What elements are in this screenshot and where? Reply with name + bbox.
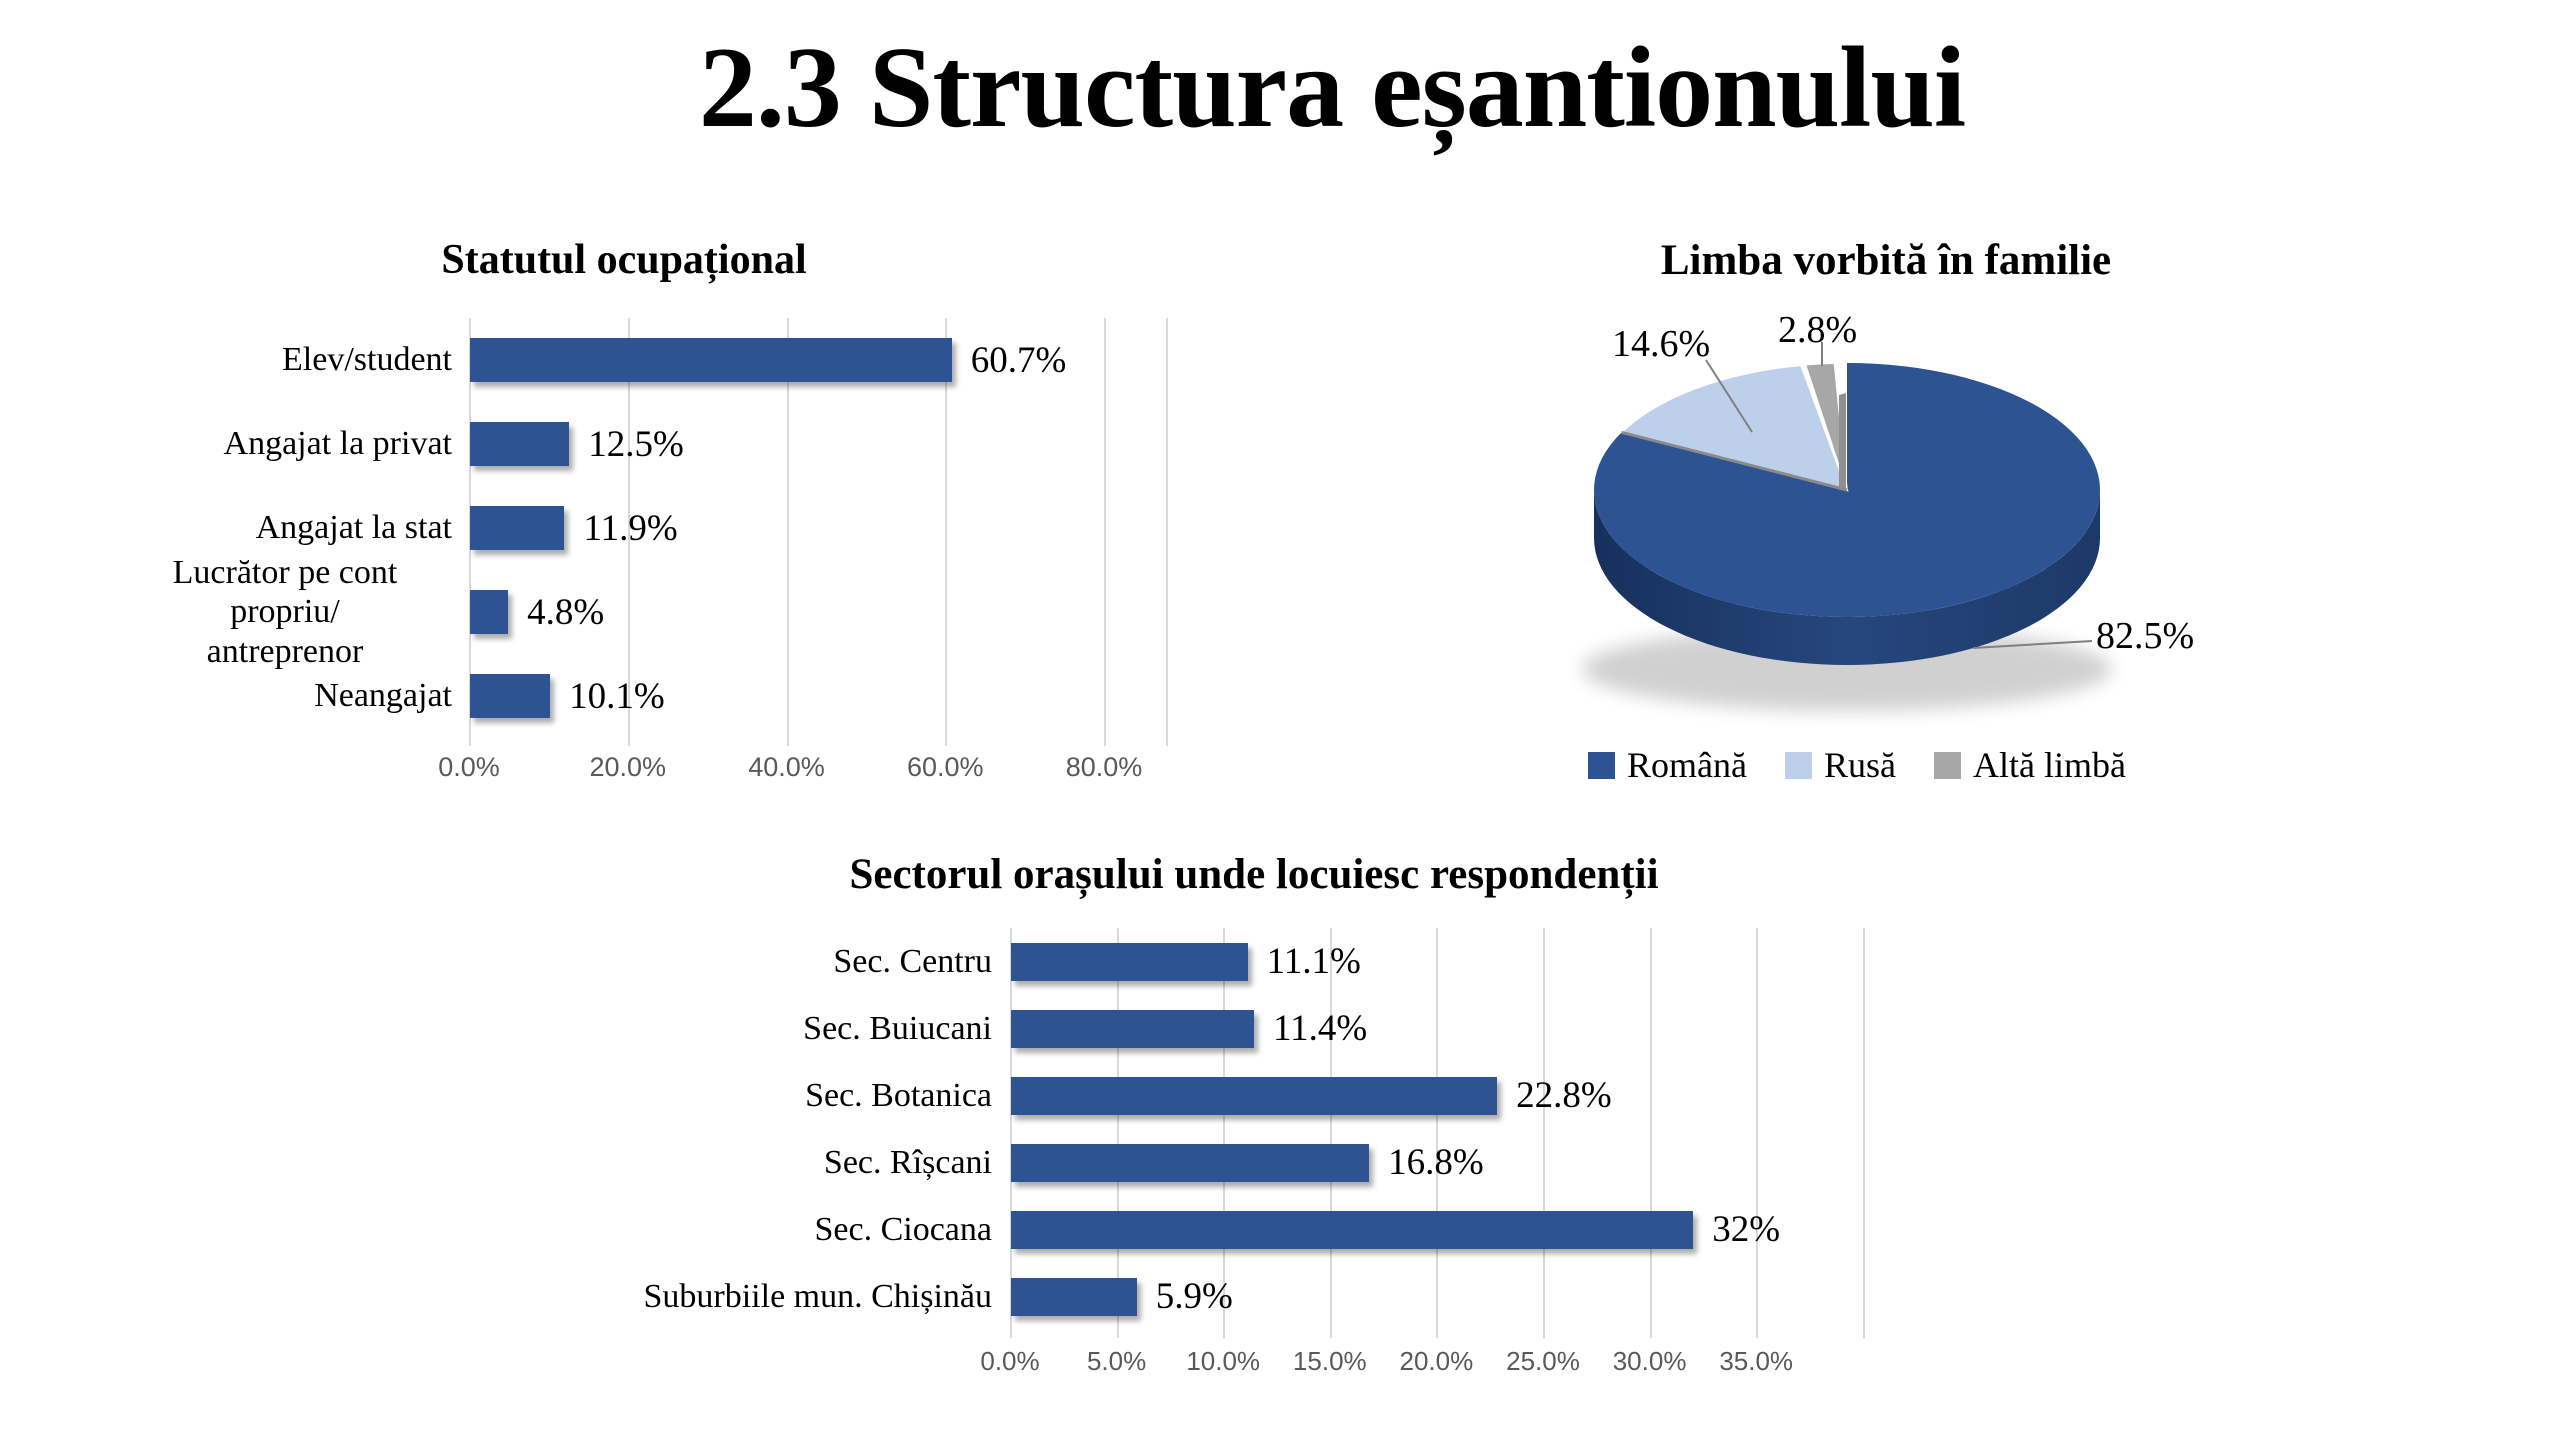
bar xyxy=(1011,1210,1694,1249)
pie-slice-rusa xyxy=(1619,364,1849,492)
bar xyxy=(470,338,952,382)
bar xyxy=(1011,1143,1370,1182)
value-label: 22.8% xyxy=(1516,1075,1612,1116)
legend-item: Română xyxy=(1588,744,1747,786)
x-tick-label: 30.0% xyxy=(1612,1346,1687,1376)
gridline xyxy=(1862,928,1865,1338)
category-label-text: Sec. Buiucani xyxy=(803,1009,992,1047)
category-label-text: Sec. Ciocana xyxy=(814,1210,993,1248)
category-label-text: Elev/student xyxy=(282,341,452,379)
language-pie-chart xyxy=(1582,342,2112,711)
category-label: Angajat la privat xyxy=(118,402,452,486)
gridline xyxy=(1223,928,1226,1338)
gridline xyxy=(1010,928,1012,1338)
legend-item: Altă limbă xyxy=(1934,744,2126,786)
value-label: 5.9% xyxy=(1155,1276,1233,1317)
pie-side-romana xyxy=(1594,490,2100,665)
gridline xyxy=(1104,318,1106,746)
bar xyxy=(470,506,565,550)
occupational-chart-title: Statutul ocupațional xyxy=(441,237,807,283)
category-label-text: Sec. Botanica xyxy=(805,1076,992,1114)
category-label: Sec. Botanica xyxy=(380,1062,992,1129)
category-label-text: Neangajat xyxy=(314,677,452,715)
gridline xyxy=(627,318,630,746)
gridline xyxy=(1649,928,1652,1338)
category-label: Neangajat xyxy=(118,654,452,738)
value-label: 32% xyxy=(1712,1209,1781,1250)
value-label: 60.7% xyxy=(970,339,1067,381)
category-label-text: Lucrător pe cont propriu/ antreprenor xyxy=(172,554,398,670)
gridline xyxy=(1329,928,1332,1338)
pie-legend: Română Rusă Altă limbă xyxy=(1547,744,2167,786)
bar xyxy=(1011,942,1248,981)
x-tick-label: 0.0% xyxy=(980,1346,1040,1376)
gridline xyxy=(1436,928,1439,1338)
value-label: 11.1% xyxy=(1266,941,1361,982)
legend-swatch-icon xyxy=(1588,751,1616,779)
x-tick-label: 20.0% xyxy=(589,752,667,782)
category-label: Sec. Buiucani xyxy=(380,995,992,1062)
category-label: Lucrător pe cont propriu/ antreprenor xyxy=(118,554,452,669)
x-tick-label: 35.0% xyxy=(1719,1346,1794,1376)
x-tick-label: 0.0% xyxy=(438,752,500,782)
pie-gap-wall xyxy=(1839,393,1846,490)
legend-swatch-icon xyxy=(1934,751,1961,779)
bar xyxy=(1011,1277,1137,1316)
legend-label: Română xyxy=(1627,745,1747,785)
category-label-text: Suburbiile mun. Chișinău xyxy=(643,1277,993,1315)
x-tick-label: 10.0% xyxy=(1186,1346,1261,1376)
pie-slice-divider xyxy=(1621,430,1848,492)
category-label-text: Angajat la privat xyxy=(223,425,452,463)
language-pie-title: Limba vorbită în familie xyxy=(1660,237,2112,284)
leader-line-romana xyxy=(1972,640,2093,649)
category-label: Elev/student xyxy=(118,318,452,402)
x-tick-label: 15.0% xyxy=(1292,1346,1367,1376)
bar xyxy=(470,590,509,634)
leader-line-rusa xyxy=(1705,359,1753,433)
bar xyxy=(470,422,570,466)
gridline xyxy=(1756,928,1759,1338)
x-tick-label: 5.0% xyxy=(1086,1346,1147,1376)
gridline xyxy=(1116,928,1119,1338)
x-tick-label: 40.0% xyxy=(748,752,825,782)
value-label: 16.8% xyxy=(1388,1142,1484,1183)
pie-value-label: 14.6% xyxy=(1612,323,1711,365)
value-label: 11.9% xyxy=(583,507,678,549)
x-tick-label: 20.0% xyxy=(1399,1346,1474,1376)
pie-value-label: 82.5% xyxy=(2096,615,2195,657)
pie-slice-alta-limba xyxy=(1804,362,1848,491)
category-label-text: Sec. Centru xyxy=(833,942,992,980)
x-tick-label: 60.0% xyxy=(906,752,984,782)
category-label: Sec. Centru xyxy=(380,928,992,995)
category-label: Angajat la stat xyxy=(118,486,452,570)
legend-item: Rusă xyxy=(1785,744,1896,786)
bar xyxy=(1011,1009,1255,1048)
page-title: 2.3 Structura eșantionului xyxy=(698,24,1966,152)
category-label: Sec. Rîșcani xyxy=(380,1129,992,1196)
category-label-text: Sec. Rîșcani xyxy=(823,1143,992,1181)
category-label: Suburbiile mun. Chișinău xyxy=(380,1263,993,1330)
bar xyxy=(1011,1076,1498,1115)
value-label: 10.1% xyxy=(569,675,665,717)
pie-value-label: 2.8% xyxy=(1778,309,1858,351)
x-tick-label: 80.0% xyxy=(1065,752,1143,782)
gridline xyxy=(945,318,948,746)
category-label: Sec. Ciocana xyxy=(380,1196,993,1263)
value-label: 4.8% xyxy=(527,591,605,633)
sector-chart-title: Sectorul orașului unde locuiesc responde… xyxy=(849,851,1659,898)
bar xyxy=(470,674,551,718)
plot-border-right xyxy=(1166,318,1168,746)
gridline xyxy=(786,318,789,746)
value-label: 12.5% xyxy=(588,423,684,465)
gridline xyxy=(1543,928,1545,1338)
legend-label: Rusă xyxy=(1824,745,1896,785)
legend-swatch-icon xyxy=(1785,751,1812,779)
legend-label: Altă limbă xyxy=(1973,745,2126,785)
category-label-text: Angajat la stat xyxy=(255,509,452,547)
x-tick-label: 25.0% xyxy=(1506,1346,1580,1376)
value-label: 11.4% xyxy=(1273,1008,1368,1049)
